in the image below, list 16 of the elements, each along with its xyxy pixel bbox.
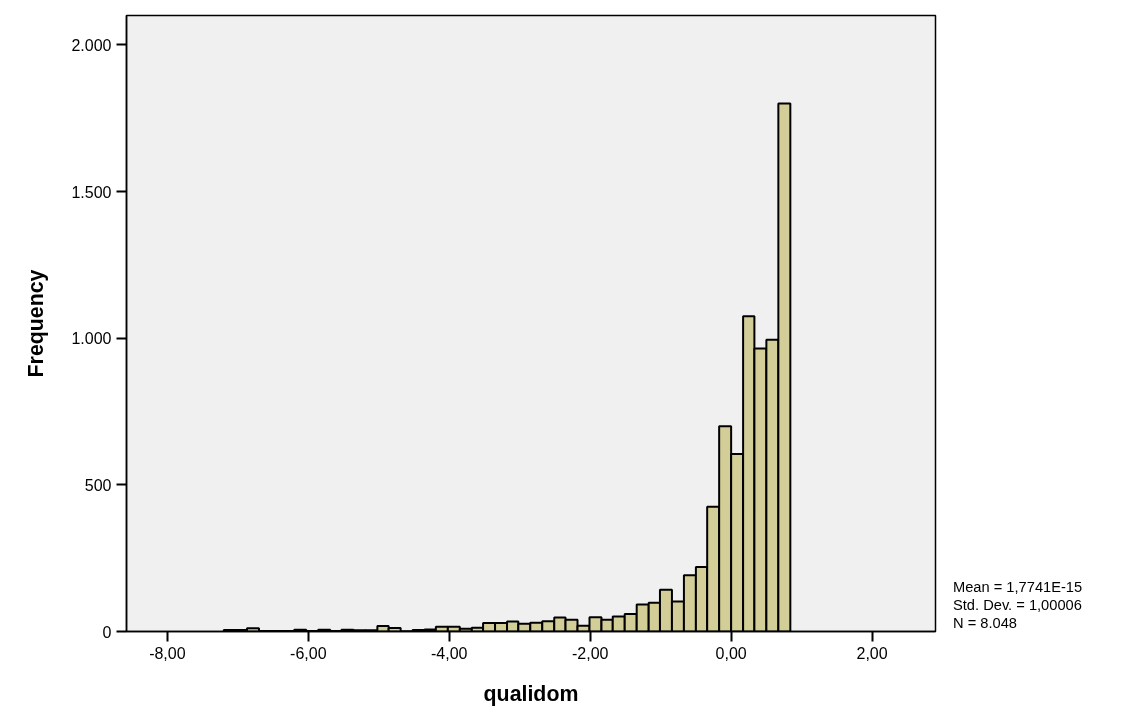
text: Std. Dev. = 1,00006 xyxy=(953,596,1083,614)
x-tick-label: -4,00 xyxy=(431,644,468,662)
y-tick-label: 500 xyxy=(84,476,112,494)
y-tick-label: 1.000 xyxy=(71,330,112,348)
y-tick-label: 0 xyxy=(102,623,112,641)
x-tick-label: 2,00 xyxy=(856,644,888,662)
y-tick-label: 2.000 xyxy=(71,36,112,54)
text: N = 8.048 xyxy=(953,614,1018,632)
x-tick-label: -2,00 xyxy=(571,644,609,662)
y-tick-label: 1.500 xyxy=(71,183,112,201)
text: Mean = 1,7741E-15 xyxy=(953,578,1083,596)
x-tick-label: -8,00 xyxy=(149,644,186,662)
y-axis-title: Frequency xyxy=(24,269,49,378)
x-tick-label: -6,00 xyxy=(290,644,327,662)
x-tick-label: 0,00 xyxy=(715,644,747,662)
x-axis-title: qualidom xyxy=(483,681,579,706)
